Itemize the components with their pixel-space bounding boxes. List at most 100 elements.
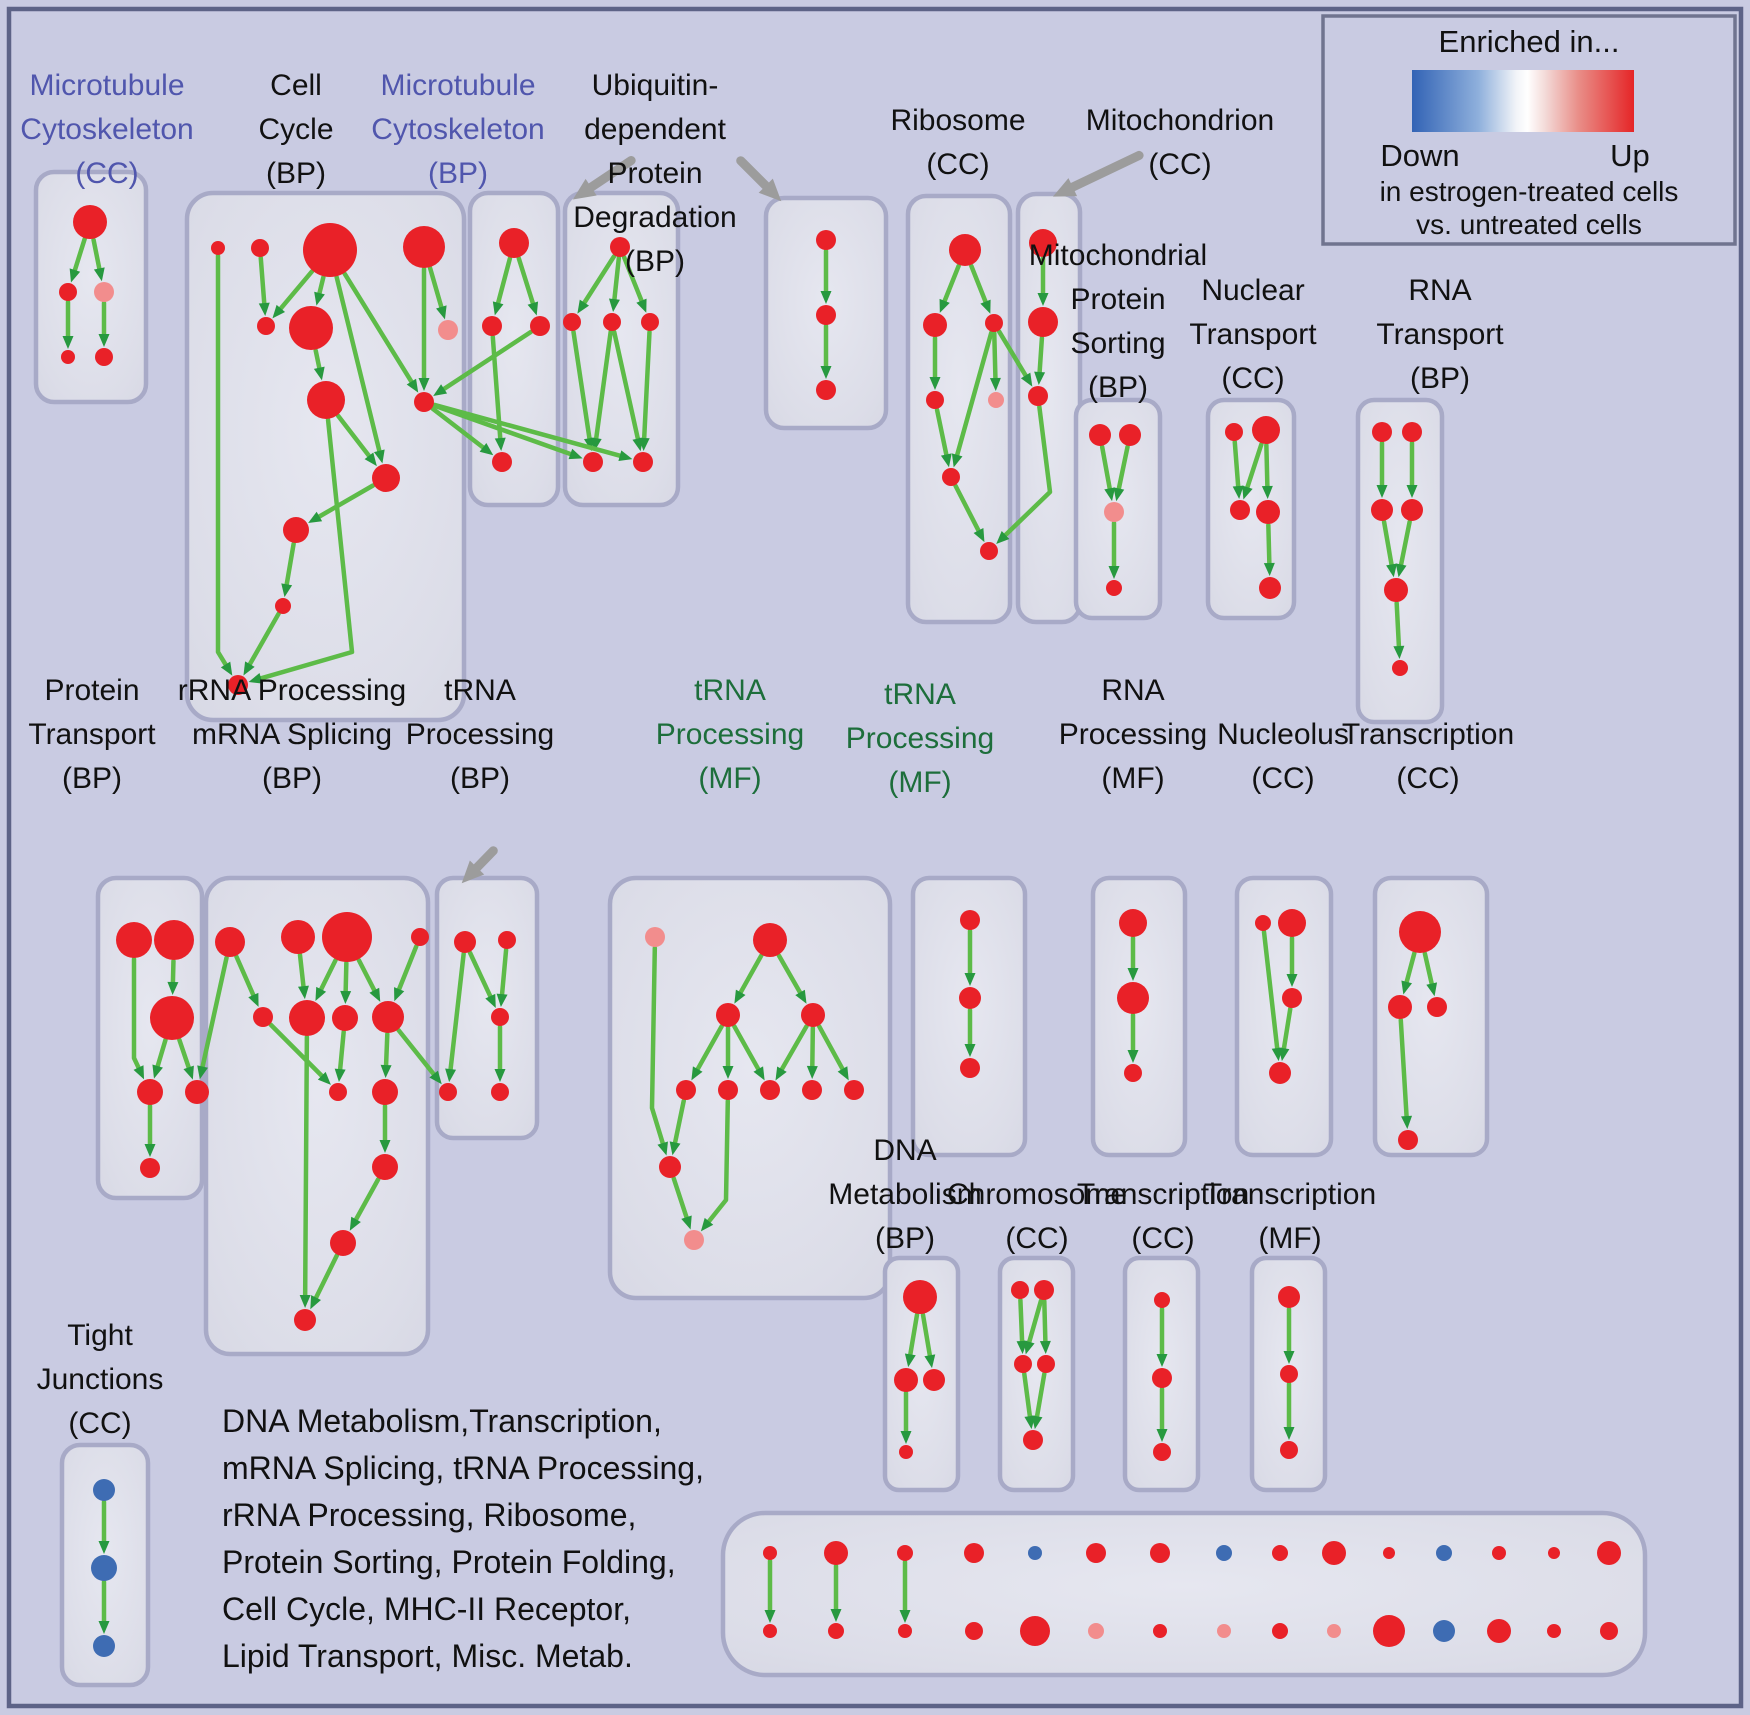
cell-cycle-edge-2-head — [272, 304, 286, 319]
rna-processing-node-2 — [1124, 1064, 1142, 1082]
trna-mf-large-edge-6-head — [806, 1065, 818, 1080]
ribosome-edge-4-head — [940, 453, 952, 468]
chromosome-node-4 — [1023, 1430, 1043, 1450]
rna-processing-node-1 — [1117, 982, 1149, 1014]
dna-metabolism-edge-2-head — [900, 1431, 912, 1444]
mt-bp-label-line: Microtubule — [380, 69, 535, 102]
ubiquitin-label-line: (BP) — [625, 245, 685, 278]
ribosome-edge-1-head — [980, 299, 991, 314]
mt-cc-node-4 — [95, 348, 113, 366]
ribosome-node-0 — [949, 234, 981, 266]
tight-junctions-node-1 — [91, 1555, 117, 1581]
ribosome-label-line: Ribosome — [890, 104, 1025, 137]
cell-cycle-edge-13-head — [248, 673, 263, 684]
trna-mf-1-label-line: (MF) — [698, 762, 761, 795]
summary-row-node-2 — [897, 1545, 913, 1561]
rrna-edge-12 — [313, 1253, 340, 1300]
transcription-cc-2-edge-0-head — [1156, 1354, 1168, 1367]
nuclear-transport-edge-0 — [1232, 439, 1241, 489]
cell-cycle-node-2 — [303, 223, 357, 277]
rna-processing-edge-0-head — [1127, 968, 1139, 981]
cell-cycle-node-8 — [414, 392, 434, 412]
cell-cycle-edge-6-head — [436, 305, 447, 320]
transcription-cc-1-edge-2-head — [1401, 1115, 1413, 1130]
mt-cc-edge-1 — [91, 237, 102, 271]
cell-cycle-node-9 — [372, 464, 400, 492]
trna-mf-small-node-2 — [960, 1058, 980, 1078]
rrna-node-6 — [332, 1005, 358, 1031]
mt-bp-label-line: Cytoskeleton — [371, 113, 544, 146]
nuclear-transport-edge-3 — [1266, 522, 1272, 566]
nuclear-transport-node-3 — [1256, 500, 1280, 524]
rrna-edge-3-head — [340, 990, 352, 1005]
rrna-node-2 — [322, 912, 372, 962]
ribosome-node-6 — [980, 542, 998, 560]
ubq-left-node-3 — [641, 313, 659, 331]
misc-categories-text-line: DNA Metabolism,Transcription, — [222, 1403, 662, 1439]
ubq-left-box — [562, 190, 681, 508]
misc-categories-text-line: Lipid Transport, Misc. Metab. — [222, 1638, 633, 1674]
mitochondrion-label-line: (CC) — [1148, 148, 1211, 181]
misc-categories-text-line: Cell Cycle, MHC-II Receptor, — [222, 1591, 631, 1627]
nucleolus-label-line: (CC) — [1251, 762, 1314, 795]
transcription-mf-label-line: (MF) — [1258, 1222, 1321, 1255]
nuclear-transport-node-2 — [1230, 500, 1250, 520]
mito-sorting-node-3 — [1106, 580, 1122, 596]
legend-subtitle-line1: in estrogen-treated cells — [1380, 176, 1679, 207]
ubiquitin-label-line: Ubiquitin- — [592, 69, 719, 102]
trna-mf-large-edge-4-head — [753, 1066, 765, 1081]
ribosome-node-5 — [942, 468, 960, 486]
callout-arrow-3 — [472, 846, 498, 872]
legend-title: Enriched in... — [1439, 24, 1620, 59]
rrna-edge-5 — [396, 944, 419, 992]
trna-bp-node-2 — [491, 1008, 509, 1026]
mt-cc-edge-3-head — [98, 334, 110, 347]
rna-transport-node-5 — [1392, 660, 1408, 676]
ubq-left-edge-4 — [593, 329, 613, 441]
mito-sorting-label-line: (BP) — [1088, 371, 1148, 404]
trna-mf-large-edge-7 — [816, 1024, 845, 1072]
mitochondrion-node-1 — [1028, 307, 1058, 337]
summary-row-node-0 — [763, 1546, 777, 1560]
rrna-edge-2-head — [315, 986, 327, 1001]
trna-bp-node-1 — [498, 931, 516, 949]
rrna-label-line: mRNA Splicing — [192, 718, 392, 751]
ribosome-edge-4 — [934, 407, 949, 457]
summary-row-node-12 — [1492, 1546, 1506, 1560]
cell-cycle-edge-6 — [427, 265, 444, 310]
trna-mf-large-edge-1-head — [795, 989, 807, 1004]
ubiquitin-label-line: Degradation — [573, 201, 736, 234]
rrna-box — [203, 875, 431, 1357]
cell-cycle-label-line: Cell — [270, 69, 322, 102]
chromosome-node-1 — [1034, 1280, 1054, 1300]
mt-bp-node-1 — [482, 316, 502, 336]
dna-metabolism-edge-0 — [908, 1312, 920, 1357]
nucleolus-edge-2 — [1281, 1006, 1293, 1051]
rna-transport-edge-2-head — [1386, 563, 1397, 578]
summary-row-edge-0-head — [764, 1610, 776, 1623]
ribosome-edge-0 — [942, 263, 961, 304]
summary-row-node-9 — [1322, 1541, 1346, 1565]
protein-transport-edge-2-head — [152, 1064, 163, 1079]
mt-cc-node-2 — [94, 282, 114, 302]
cross-edge-4 — [432, 403, 573, 457]
rrna-node-11 — [330, 1230, 356, 1256]
trna-mf-large-node-3 — [801, 1003, 825, 1027]
rrna-node-9 — [372, 1079, 398, 1105]
ubq-left-edge-2 — [621, 254, 644, 303]
trna-bp-label-line: Processing — [406, 718, 554, 751]
rna-transport-node-0 — [1372, 422, 1392, 442]
summary-row-node-5 — [1086, 1543, 1106, 1563]
summary-row-node-25 — [1373, 1615, 1405, 1647]
protein-transport-node-5 — [140, 1158, 160, 1178]
rrna-edge-3 — [343, 960, 349, 994]
ubq-right-node-2 — [816, 380, 836, 400]
summary-row-node-29 — [1600, 1622, 1618, 1640]
rna-transport-edge-1-head — [1406, 485, 1418, 498]
trna-mf-large-node-8 — [844, 1080, 864, 1100]
rrna-edge-4 — [356, 957, 377, 993]
trna-mf-2-label-line: (MF) — [888, 766, 951, 799]
summary-row-node-3 — [964, 1543, 984, 1563]
callout-arrow-2-head — [1052, 178, 1078, 197]
rrna-edge-11-head — [299, 1294, 311, 1309]
